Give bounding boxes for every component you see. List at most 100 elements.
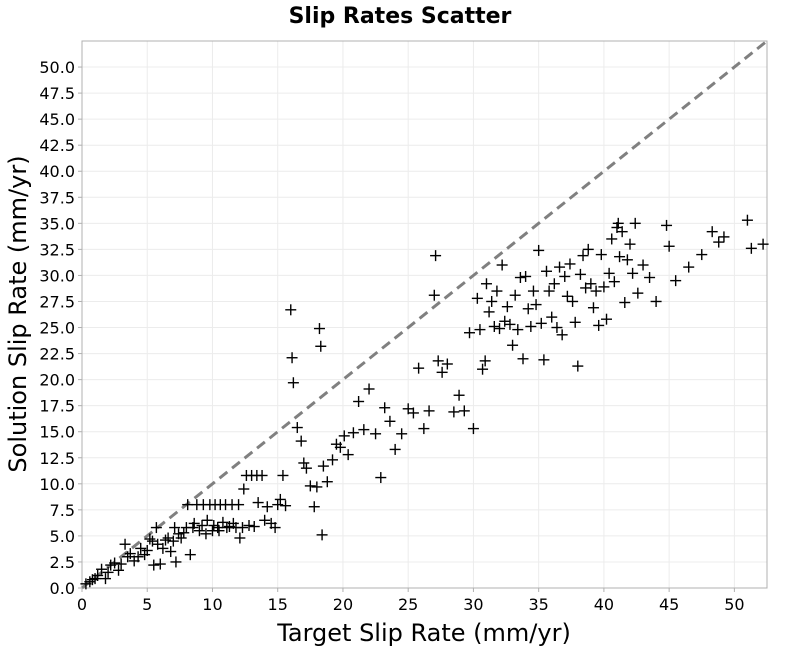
x-tick-label: 10: [202, 595, 222, 614]
scatter-point: [661, 219, 673, 231]
scatter-point: [494, 323, 506, 335]
scatter-point: [474, 324, 486, 336]
scatter-point: [512, 324, 524, 336]
scatter-point: [184, 549, 196, 561]
x-tick-label: 20: [333, 595, 353, 614]
scatter-point: [644, 272, 656, 284]
scatter-point: [327, 454, 339, 466]
scatter-point: [428, 289, 440, 301]
scatter-point: [277, 469, 289, 481]
scatter-point: [629, 217, 641, 229]
scatter-point: [624, 238, 636, 250]
scatter-point: [300, 462, 312, 474]
scatter-point: [119, 538, 131, 550]
scatter-point: [167, 535, 179, 547]
y-tick-label: 7.5: [50, 501, 75, 520]
scatter-point: [274, 493, 286, 505]
scatter-point: [213, 525, 225, 537]
scatter-point: [113, 564, 125, 576]
scatter-point: [342, 449, 354, 461]
scatter-point: [269, 522, 281, 534]
scatter-point: [238, 483, 250, 495]
scatter-point: [477, 363, 489, 375]
scatter-point: [234, 532, 246, 544]
scatter-point: [745, 242, 757, 254]
scatter-point: [757, 238, 769, 250]
scatter-point: [236, 522, 248, 534]
scatter-point: [315, 340, 327, 352]
scatter-point: [448, 406, 460, 418]
scatter-point: [479, 355, 491, 367]
scatter-point: [396, 428, 408, 440]
scatter-point: [304, 480, 316, 492]
x-tick-label: 25: [398, 595, 418, 614]
scatter-point: [261, 501, 273, 513]
scatter-point: [157, 542, 169, 554]
x-tick-label: 40: [594, 595, 614, 614]
scatter-point: [522, 303, 534, 315]
scatter-point: [287, 377, 299, 389]
scatter-point: [430, 250, 442, 262]
x-tick-label: 15: [268, 595, 288, 614]
y-tick-label: 40.0: [39, 162, 75, 181]
scatter-point: [243, 519, 255, 531]
y-tick-label: 27.5: [39, 292, 75, 311]
scatter-point: [311, 481, 323, 493]
scatter-point: [488, 320, 500, 332]
y-tick-label: 17.5: [39, 397, 75, 416]
scatter-point: [621, 254, 633, 266]
scatter-point: [540, 265, 552, 277]
scatter-point: [486, 295, 498, 307]
scatter-point: [375, 472, 387, 484]
scatter-point: [193, 525, 205, 537]
scatter-point: [313, 323, 325, 335]
scatter-point: [141, 544, 153, 556]
scatter-point: [321, 476, 333, 488]
scatter-point: [464, 327, 476, 339]
scatter-point: [491, 285, 503, 297]
scatter-point: [533, 244, 545, 256]
scatter-point: [201, 514, 213, 526]
scatter-point: [632, 287, 644, 299]
scatter-point: [520, 270, 532, 282]
scatter-point: [188, 517, 200, 529]
scatter-point: [496, 259, 508, 271]
scatter-point: [317, 460, 329, 472]
scatter-point: [608, 276, 620, 288]
scatter-point: [603, 267, 615, 279]
scatter-point: [561, 290, 573, 302]
scatter-point: [713, 236, 725, 248]
scatter-point: [507, 339, 519, 351]
x-axis-label: Target Slip Rate (mm/yr): [276, 619, 571, 647]
y-tick-label: 37.5: [39, 188, 75, 207]
y-tick-label: 20.0: [39, 371, 75, 390]
scatter-point: [169, 522, 181, 534]
scatter-point: [574, 268, 586, 280]
scatter-point: [165, 546, 177, 558]
y-tick-label: 30.0: [39, 266, 75, 285]
y-tick-label: 22.5: [39, 345, 75, 364]
y-tick-label: 5.0: [50, 527, 75, 546]
scatter-point: [546, 311, 558, 323]
scatter-point: [418, 423, 430, 435]
scatter-point: [627, 267, 639, 279]
scatter-point: [154, 558, 166, 570]
scatter-point: [706, 226, 718, 238]
scatter-point: [499, 315, 511, 327]
scatter-point: [530, 299, 542, 311]
scatter-point: [347, 427, 359, 439]
scatter-point: [663, 240, 675, 252]
x-tick-label: 45: [659, 595, 679, 614]
scatter-point: [587, 302, 599, 314]
scatter-point: [514, 272, 526, 284]
scatter-point: [353, 395, 365, 407]
y-tick-label: 35.0: [39, 214, 75, 233]
scatter-point: [718, 231, 730, 243]
scatter-point: [196, 519, 208, 531]
scatter-point: [436, 366, 448, 378]
scatter-point: [432, 355, 444, 367]
scatter-point: [99, 573, 111, 585]
y-tick-label: 2.5: [50, 553, 75, 572]
scatter-point: [480, 278, 492, 290]
